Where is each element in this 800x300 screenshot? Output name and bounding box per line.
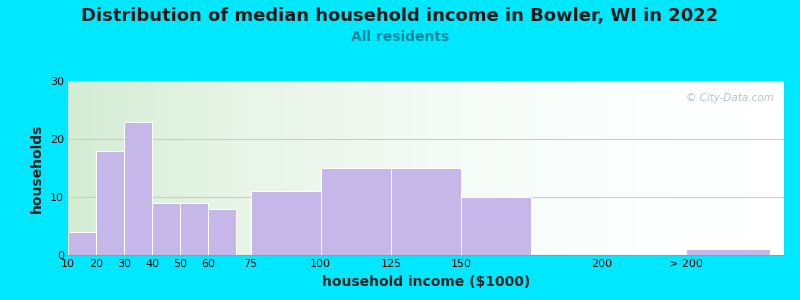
Bar bbox=[250, 191, 321, 255]
Bar bbox=[180, 203, 208, 255]
Bar bbox=[152, 203, 180, 255]
Bar bbox=[686, 249, 770, 255]
X-axis label: household income ($1000): household income ($1000) bbox=[322, 275, 530, 289]
Bar bbox=[321, 168, 391, 255]
Y-axis label: households: households bbox=[30, 123, 44, 213]
Bar bbox=[208, 208, 237, 255]
Bar bbox=[96, 151, 124, 255]
Text: Distribution of median household income in Bowler, WI in 2022: Distribution of median household income … bbox=[82, 8, 718, 26]
Bar bbox=[461, 197, 531, 255]
Bar bbox=[68, 232, 96, 255]
Text: © City-Data.com: © City-Data.com bbox=[686, 93, 774, 103]
Text: All residents: All residents bbox=[351, 30, 449, 44]
Bar bbox=[391, 168, 461, 255]
Bar bbox=[124, 122, 152, 255]
